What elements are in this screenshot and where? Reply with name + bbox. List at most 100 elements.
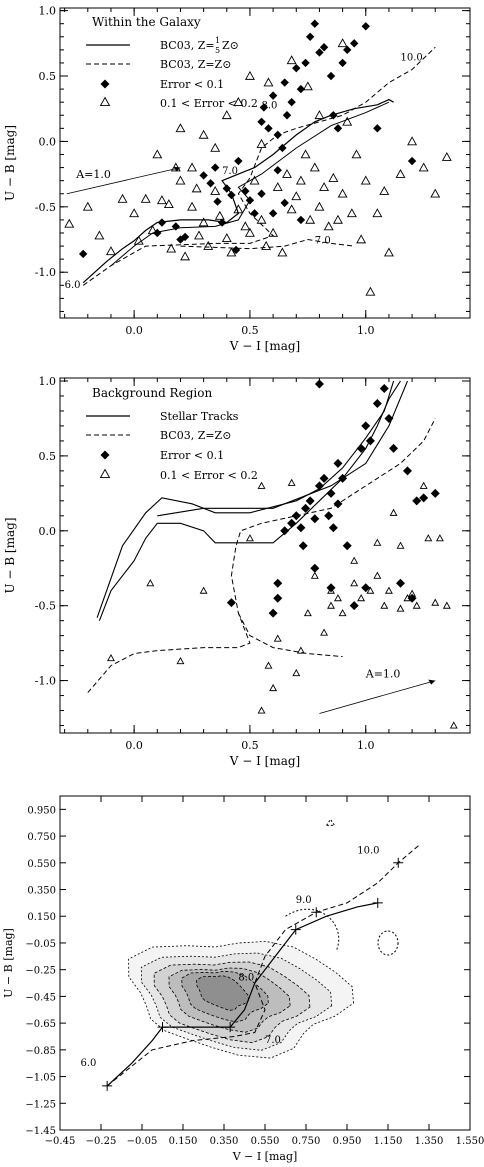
data-point-diamond [396, 578, 406, 588]
annotation-age: 8.0 [262, 101, 278, 112]
data-point-triangle [328, 172, 339, 182]
legend-entry: Error < 0.1 [160, 78, 224, 91]
age-marker [225, 1022, 236, 1033]
data-point-triangle [337, 188, 348, 198]
data-point-triangle [296, 646, 305, 654]
legend-entry-frac: 5 [215, 46, 220, 55]
plot-area: 0.0 0.5 1.0 -1.0 -0.5 0.0 0.5 1.0 V − I [mag] U −… [3, 375, 471, 768]
y-axis-label: U − B [mag] [2, 928, 15, 998]
data-point-triangle [389, 508, 398, 516]
legend-entry: Error < 0.1 [160, 449, 224, 462]
data-point-triangle [106, 653, 115, 662]
data-point-diamond [407, 593, 417, 603]
legend-title: Within the Galaxy [92, 15, 201, 29]
data-point-triangle [257, 481, 266, 489]
age-marker [393, 857, 404, 868]
data-point-diamond [333, 458, 343, 468]
data-point-triangle [291, 191, 302, 201]
data-point-diamond [268, 209, 278, 218]
data-point-triangle [435, 534, 444, 542]
data-point-diamond [292, 63, 301, 73]
annotation-age: 7.0 [315, 235, 331, 246]
y-tick-label: 0.550 [27, 859, 56, 870]
data-point-triangle [166, 243, 177, 253]
data-point-triangle [269, 683, 278, 692]
data-point-diamond [259, 103, 269, 112]
legend-entry: BC03, Z=Z⊙ [160, 429, 231, 442]
x-tick-label: 0.350 [210, 1136, 239, 1147]
data-point-diamond [257, 117, 266, 126]
annotation-av: A=1.0 [365, 668, 401, 681]
track-dashed [106, 845, 420, 1087]
legend-entry: Stellar Tracks [160, 410, 239, 423]
data-point-triangle [319, 182, 330, 192]
data-point-triangle [333, 214, 343, 224]
data-point-diamond [213, 197, 222, 206]
data-point-triangle [64, 218, 75, 228]
x-axis-label: V − I [mag] [232, 1150, 298, 1163]
track-solid [82, 98, 394, 284]
y-tick-label: −0.65 [25, 1019, 56, 1030]
data-point-triangle [419, 481, 428, 489]
data-point-diamond [389, 443, 399, 453]
data-point-diamond [296, 523, 306, 533]
data-point-triangle [210, 185, 221, 195]
data-point-diamond [157, 218, 167, 227]
data-point-diamond [349, 39, 359, 48]
track-dashed [82, 46, 436, 286]
data-point-diamond [250, 209, 259, 218]
data-point-triangle [309, 162, 320, 172]
data-point-diamond [419, 493, 429, 503]
data-point-diamond [301, 503, 311, 513]
data-point-triangle [292, 668, 301, 677]
y-tick-label: -1.0 [35, 675, 56, 688]
data-point-triangle [256, 214, 267, 224]
x-tick-label: 0.0 [125, 739, 143, 752]
y-tick-label: -0.5 [35, 201, 56, 214]
y-tick-label: 0.0 [39, 525, 57, 538]
data-point-triangle [221, 110, 232, 120]
data-point-triangle [210, 142, 221, 152]
reddening-vector [66, 167, 181, 195]
data-point-triangle [449, 721, 458, 729]
data-point-triangle [286, 55, 297, 65]
data-point-triangle [323, 221, 334, 231]
legend-entry-sym: Z⊙ [222, 39, 239, 52]
data-point-triangle [380, 601, 389, 609]
data-point-triangle [300, 149, 311, 159]
data-point-triangle [431, 598, 440, 606]
data-point-triangle [295, 175, 306, 185]
y-tick-label: −0.05 [25, 939, 56, 950]
data-point-triangle [214, 210, 225, 220]
y-tick-label: −1.45 [25, 1126, 56, 1137]
data-point-triangle [342, 116, 353, 126]
legend-entry: BC03, Z= [160, 39, 215, 52]
data-point-diamond [264, 124, 273, 133]
y-axis-label: U − B [mag] [3, 517, 17, 593]
data-point-triangle [176, 656, 185, 665]
data-point-diamond [153, 228, 162, 238]
data-point-triangle [334, 594, 342, 602]
density-contour-small [325, 818, 336, 826]
data-point-triangle [356, 234, 367, 244]
data-point-diamond [273, 165, 282, 175]
data-point-diamond [301, 58, 310, 68]
data-point-diamond [402, 466, 412, 476]
data-point-triangle [350, 579, 359, 587]
data-point-triangle [314, 110, 325, 120]
data-point-triangle [395, 168, 406, 178]
y-axis-label: U − B [mag] [3, 125, 17, 201]
density-contour-small [377, 930, 399, 956]
data-point-triangle [244, 227, 255, 237]
data-point-diamond [287, 518, 297, 528]
data-point-triangle [350, 556, 359, 564]
data-point-diamond [199, 171, 208, 180]
data-point-diamond [268, 91, 278, 100]
annotation-age: 7.0 [265, 1035, 281, 1046]
data-point-diamond [210, 163, 220, 172]
data-point-triangle [263, 77, 274, 87]
data-point-diamond [310, 563, 320, 573]
data-point-triangle [424, 534, 433, 542]
data-point-diamond [326, 488, 336, 498]
y-tick-label: −1.05 [25, 1073, 56, 1084]
